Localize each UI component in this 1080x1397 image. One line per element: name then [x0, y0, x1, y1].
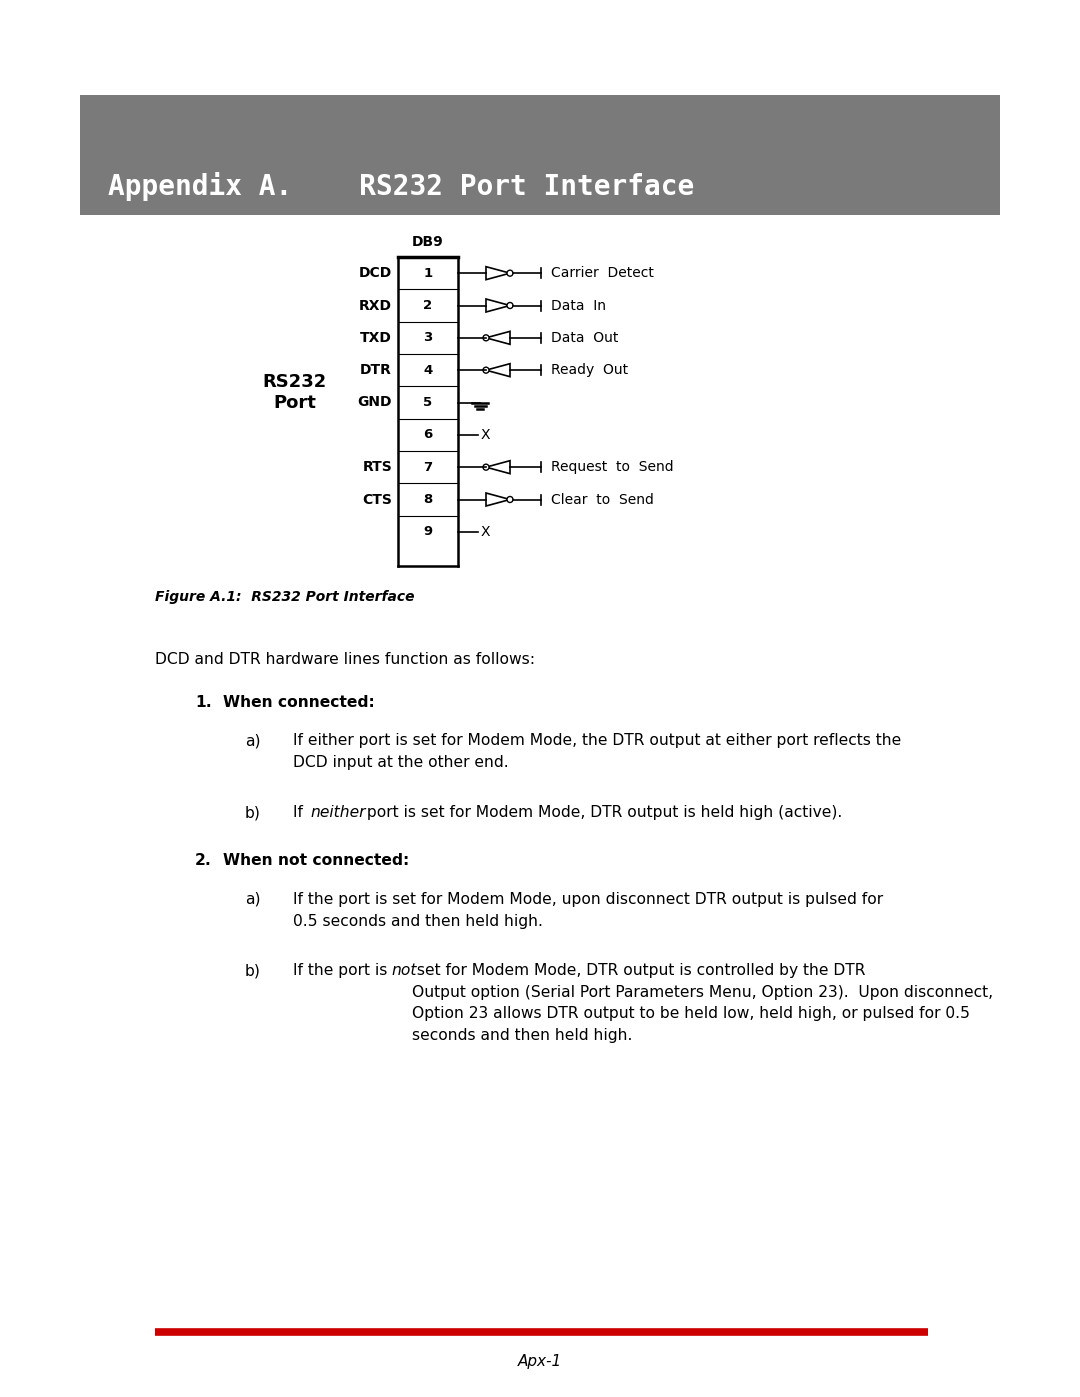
Text: DCD and DTR hardware lines function as follows:: DCD and DTR hardware lines function as f… — [156, 652, 535, 666]
Text: 4: 4 — [423, 363, 433, 377]
Text: DTR: DTR — [360, 363, 392, 377]
Text: Figure A.1:  RS232 Port Interface: Figure A.1: RS232 Port Interface — [156, 590, 415, 604]
Text: GND: GND — [357, 395, 392, 409]
Circle shape — [483, 464, 489, 471]
Polygon shape — [486, 363, 510, 377]
Text: not: not — [391, 963, 417, 978]
Text: RTS: RTS — [362, 460, 392, 474]
Text: neither: neither — [310, 805, 365, 820]
Text: Data  Out: Data Out — [551, 331, 619, 345]
Text: X: X — [481, 525, 490, 539]
Text: 2.: 2. — [195, 854, 212, 868]
Text: DB9: DB9 — [413, 235, 444, 249]
Text: Data  In: Data In — [551, 299, 606, 313]
Text: 9: 9 — [423, 525, 433, 538]
Text: 1.: 1. — [195, 694, 212, 710]
Polygon shape — [486, 331, 510, 344]
Polygon shape — [486, 299, 510, 312]
Polygon shape — [486, 267, 510, 279]
Text: CTS: CTS — [362, 493, 392, 507]
Text: 3: 3 — [423, 331, 433, 344]
Text: 7: 7 — [423, 461, 433, 474]
Text: Clear  to  Send: Clear to Send — [551, 493, 653, 507]
Text: RS232
Port: RS232 Port — [262, 373, 327, 412]
Polygon shape — [486, 493, 510, 506]
Text: When connected:: When connected: — [222, 694, 375, 710]
Text: a): a) — [245, 733, 260, 747]
Text: 1: 1 — [423, 267, 433, 279]
Text: If: If — [293, 805, 308, 820]
Text: b): b) — [245, 963, 261, 978]
Text: Carrier  Detect: Carrier Detect — [551, 267, 653, 281]
Text: X: X — [481, 427, 490, 441]
Text: 6: 6 — [423, 429, 433, 441]
Text: Ready  Out: Ready Out — [551, 363, 629, 377]
Circle shape — [483, 367, 489, 373]
Text: a): a) — [245, 893, 260, 907]
Text: If the port is: If the port is — [293, 963, 392, 978]
Text: b): b) — [245, 805, 261, 820]
Text: TXD: TXD — [360, 331, 392, 345]
Text: DCD: DCD — [359, 267, 392, 281]
Circle shape — [483, 335, 489, 341]
Text: port is set for Modem Mode, DTR output is held high (active).: port is set for Modem Mode, DTR output i… — [362, 805, 842, 820]
Circle shape — [507, 303, 513, 309]
Text: If either port is set for Modem Mode, the DTR output at either port reflects the: If either port is set for Modem Mode, th… — [293, 733, 901, 770]
Text: Appendix A.    RS232 Port Interface: Appendix A. RS232 Port Interface — [108, 172, 694, 201]
Text: 8: 8 — [423, 493, 433, 506]
Text: set for Modem Mode, DTR output is controlled by the DTR
Output option (Serial Po: set for Modem Mode, DTR output is contro… — [411, 963, 994, 1042]
Polygon shape — [486, 461, 510, 474]
Text: 5: 5 — [423, 395, 433, 409]
Circle shape — [507, 496, 513, 503]
Text: If the port is set for Modem Mode, upon disconnect DTR output is pulsed for
0.5 : If the port is set for Modem Mode, upon … — [293, 893, 883, 929]
Text: When not connected:: When not connected: — [222, 854, 409, 868]
Text: 2: 2 — [423, 299, 433, 312]
Text: Apx-1: Apx-1 — [518, 1354, 562, 1369]
Bar — [80, 95, 1000, 215]
Circle shape — [507, 270, 513, 277]
Text: RXD: RXD — [359, 299, 392, 313]
Text: Request  to  Send: Request to Send — [551, 460, 674, 474]
